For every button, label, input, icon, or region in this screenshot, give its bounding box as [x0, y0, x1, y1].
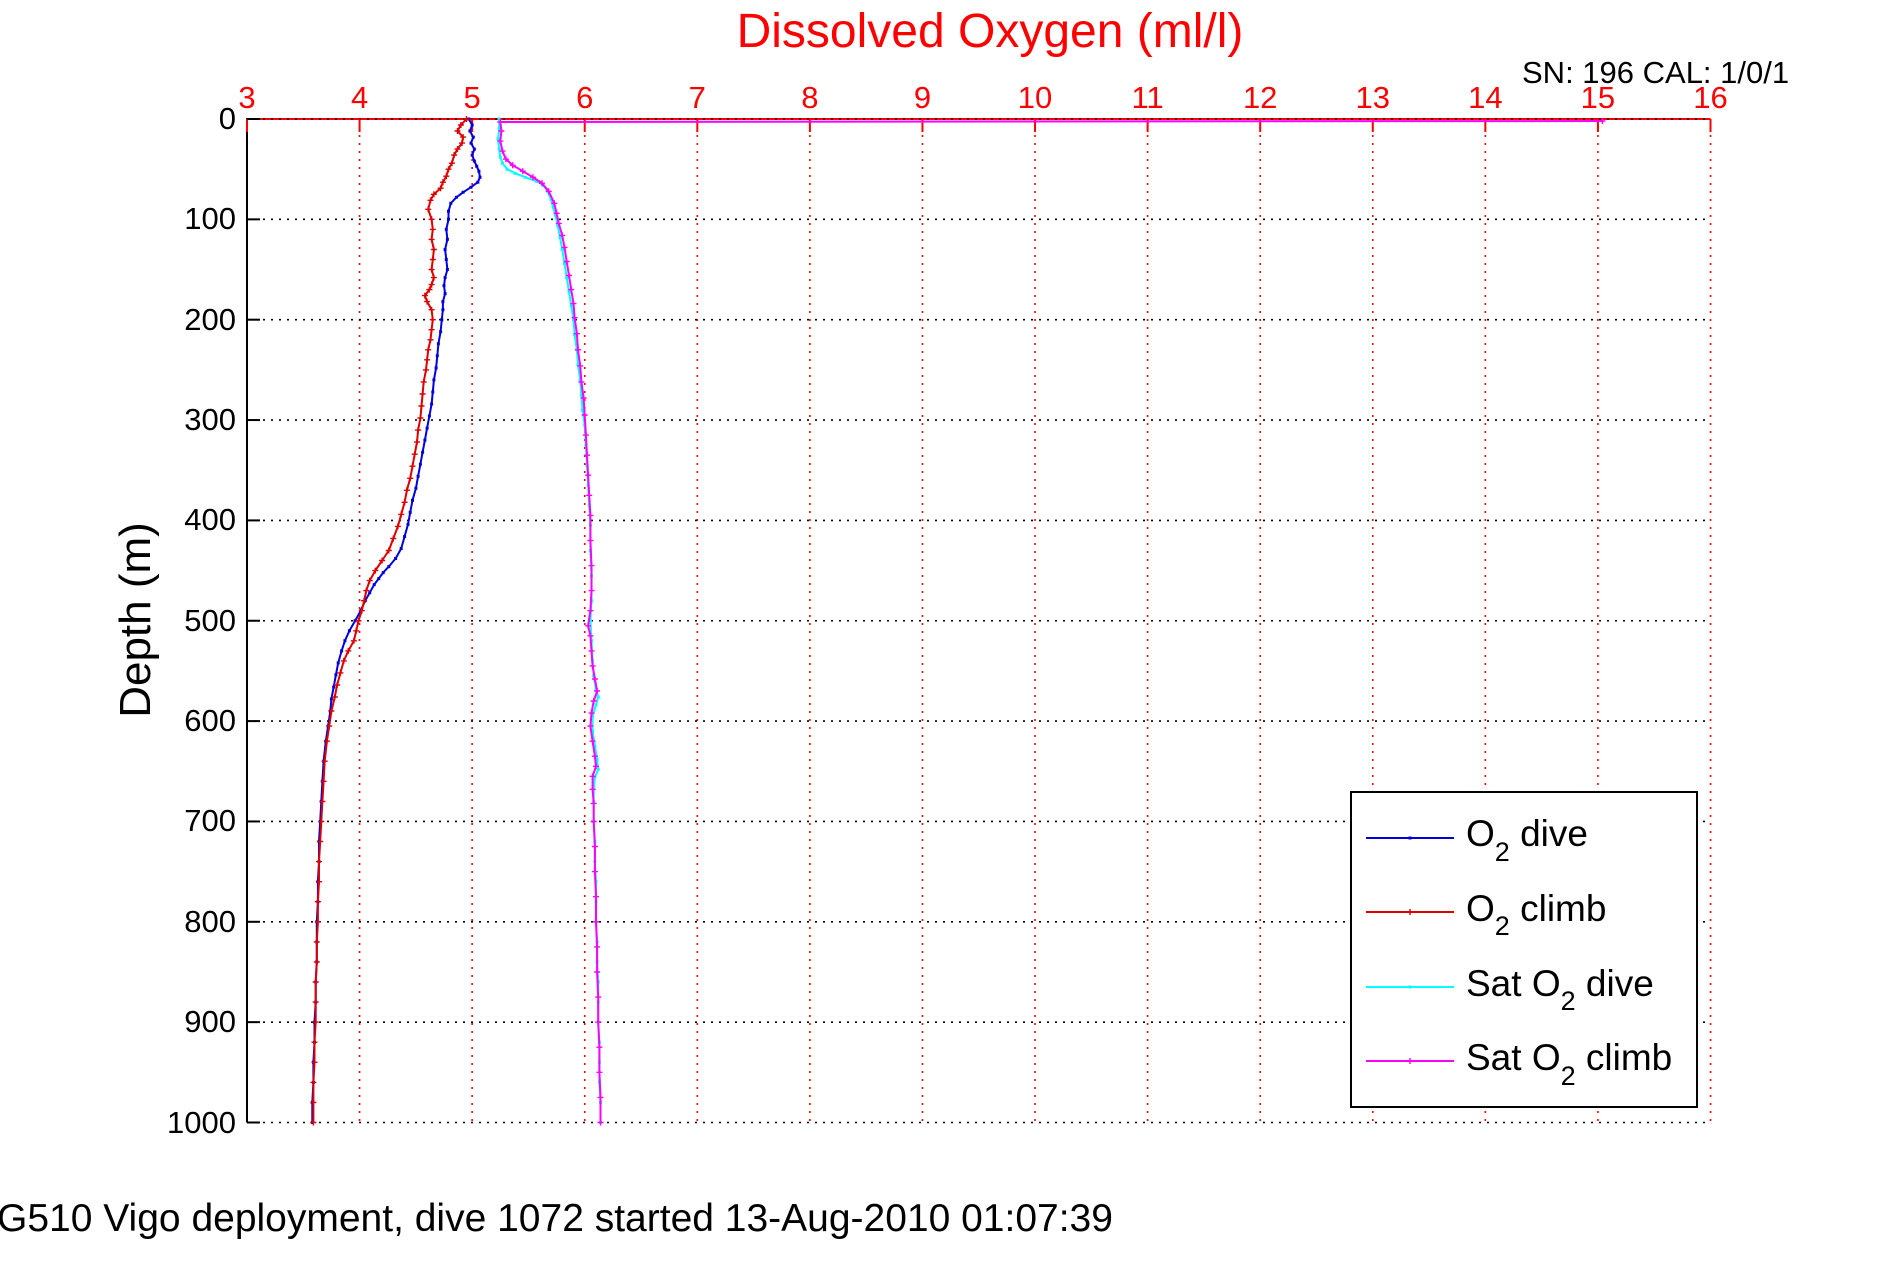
legend-item-sat_o2_climb: Sat O2 climb: [1352, 1025, 1696, 1097]
y-tick-label: 300: [184, 402, 236, 438]
y-tick-label: 500: [184, 602, 236, 638]
legend-item-o2_dive: O2 dive: [1352, 802, 1696, 874]
y-tick-label: 1000: [167, 1104, 236, 1140]
legend-label: O2 climb: [1466, 887, 1607, 942]
x-tick-label: 8: [801, 80, 819, 115]
x-tick-label: 3: [238, 80, 256, 115]
legend-label: O2 dive: [1466, 813, 1588, 867]
x-tick-label: 10: [1017, 80, 1053, 115]
x-tick-label: 11: [1131, 80, 1164, 115]
y-tick-label: 800: [184, 903, 236, 939]
legend-line-sample: [1366, 1058, 1454, 1065]
x-tick-label: 13: [1355, 80, 1390, 115]
y-tick-label: 900: [184, 1004, 236, 1040]
x-tick-label: 9: [913, 80, 932, 115]
y-tick-label: 700: [184, 803, 236, 839]
chart-title: Dissolved Oxygen (ml/l): [736, 5, 1244, 58]
legend-label: Sat O2 climb: [1466, 1037, 1673, 1091]
sn-cal-text: SN: 196 CAL: 1/0/1: [1522, 55, 1790, 90]
x-tick-label: 12: [1242, 80, 1278, 115]
legend-line-sample: [1366, 909, 1454, 916]
x-tick-label: 6: [576, 80, 594, 115]
legend-label: Sat O2 dive: [1466, 962, 1654, 1016]
series-markers-sat_o2_climb: [497, 118, 1606, 1126]
x-tick-label: 5: [463, 80, 481, 115]
legend-line-sample: [1366, 836, 1454, 840]
series-line-sat_o2_dive: [497, 119, 602, 1123]
y-tick-label: 600: [184, 703, 236, 739]
x-tick-label: 14: [1468, 80, 1503, 115]
x-tick-label: 4: [350, 80, 369, 115]
y-tick-label: 200: [184, 301, 236, 337]
x-tick-label: 15: [1580, 80, 1616, 115]
y-tick-label: 400: [184, 502, 236, 538]
x-tick-label: 16: [1693, 80, 1728, 115]
x-tick-label: 7: [688, 80, 706, 115]
y-tick-label: 0: [218, 101, 236, 136]
series-line-o2_dive: [311, 118, 481, 1123]
legend-item-sat_o2_dive: Sat O2 dive: [1352, 951, 1696, 1023]
series-line-sat_o2_climb: [499, 120, 1603, 1123]
legend-line-sample: [1366, 985, 1454, 989]
legend-item-o2_climb: O2 climb: [1352, 876, 1696, 948]
y-tick-label: 100: [184, 201, 236, 237]
legend: O2 dive O2 climb Sat O2 dive Sat O2 climb: [1350, 791, 1698, 1108]
figure-caption: SG510 Vigo deployment, dive 1072 started…: [0, 1197, 1113, 1240]
series-markers-o2_climb: [310, 116, 470, 1126]
